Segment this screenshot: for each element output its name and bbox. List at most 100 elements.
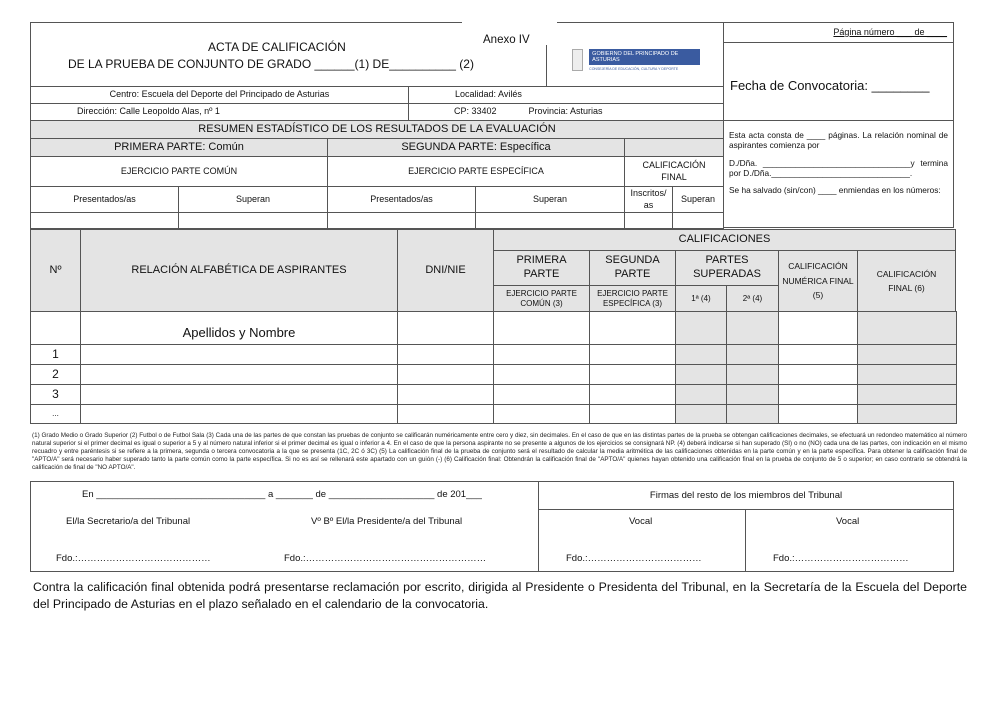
col-no: Nº	[30, 229, 81, 312]
centro: Centro: Escuela del Deporte del Principa…	[30, 86, 409, 104]
table-cell[interactable]	[80, 384, 398, 405]
table-cell[interactable]	[726, 364, 779, 385]
row-number: 1	[30, 344, 81, 365]
summary-superan-2: Superan	[475, 186, 625, 213]
vocal-label-2: Vocal	[836, 516, 860, 527]
table-cell[interactable]	[589, 311, 676, 345]
secretario-label: El/la Secretario/a del Tribunal	[66, 516, 191, 527]
col-segunda: SEGUNDA PARTE	[589, 250, 676, 286]
table-cell[interactable]	[778, 311, 858, 345]
summary-final: CALIFICACIÓN FINAL	[624, 156, 724, 187]
summary-input[interactable]	[327, 212, 476, 229]
summary-input[interactable]	[624, 212, 673, 229]
col-calificaciones: CALIFICACIONES	[493, 229, 956, 251]
title-line1: ACTA DE CALIFICACIÓN	[208, 40, 346, 54]
summary-ex2: EJERCICIO PARTE ESPECÍFICA	[327, 156, 625, 187]
table-cell	[30, 311, 81, 345]
table-cell[interactable]	[675, 404, 727, 424]
fdo-vocal-1: Fdo.:………………………………	[566, 553, 702, 564]
appeal-notice: Contra la calificación final obtenida po…	[33, 580, 967, 611]
vocal-label-1: Vocal	[629, 516, 653, 527]
cp: CP: 33402	[454, 106, 497, 117]
col-p2: 2ª (4)	[726, 285, 779, 312]
title-line2: DE LA PRUEBA DE CONJUNTO DE GRADO ______…	[68, 57, 474, 71]
summary-inscritos: Inscritos/ as	[624, 186, 673, 213]
table-cell[interactable]	[675, 364, 727, 385]
pages-note: Esta acta consta de ____ páginas. La rel…	[729, 130, 948, 151]
place-date: En ________________________________ a __…	[82, 489, 482, 500]
summary-blank	[624, 138, 724, 157]
table-cell[interactable]	[726, 384, 779, 405]
table-cell[interactable]	[589, 344, 676, 365]
table-cell[interactable]	[778, 404, 858, 424]
fdo-vocal-2: Fdo.:………………………………	[773, 553, 909, 564]
table-cell[interactable]	[397, 404, 494, 424]
table-cell[interactable]	[493, 364, 590, 385]
table-cell[interactable]	[857, 404, 957, 424]
table-cell[interactable]	[778, 364, 858, 385]
summary-input[interactable]	[475, 212, 625, 229]
direccion: Dirección: Calle Leopoldo Alas, nº 1	[30, 103, 409, 121]
col-ej-esp: EJERCICIO PARTE ESPECÍFICA (3)	[589, 285, 676, 312]
table-cell[interactable]	[397, 364, 494, 385]
range-note: D./Dña. ________________________________…	[729, 157, 948, 179]
table-cell[interactable]	[80, 344, 398, 365]
table-cell[interactable]	[397, 384, 494, 405]
summary-superan-1: Superan	[178, 186, 328, 213]
cp-provincia: CP: 33402 Provincia: Asturias	[408, 103, 724, 121]
fdo-secretario: Fdo.:……………………………………	[56, 553, 211, 564]
table-cell[interactable]	[80, 404, 398, 424]
table-cell[interactable]	[589, 384, 676, 405]
table-cell[interactable]	[726, 311, 779, 345]
vocal-box-2[interactable]	[745, 509, 954, 572]
summary-input[interactable]	[30, 212, 179, 229]
annex-label: Anexo IV	[483, 34, 530, 46]
summary-presentados-1: Presentados/as	[30, 186, 179, 213]
table-cell[interactable]	[675, 344, 727, 365]
summary-title: RESUMEN ESTADÍSTICO DE LOS RESULTADOS DE…	[30, 120, 724, 139]
table-cell[interactable]	[397, 344, 494, 365]
table-cell[interactable]	[493, 344, 590, 365]
table-cell[interactable]	[675, 384, 727, 405]
notes-box: Esta acta consta de ____ páginas. La rel…	[723, 120, 954, 228]
presidente-label: Vº Bº El/la Presidente/a del Tribunal	[311, 516, 463, 527]
table-cell[interactable]	[778, 344, 858, 365]
provincia: Provincia: Asturias	[528, 106, 603, 117]
summary-input[interactable]	[178, 212, 328, 229]
page-number: Página número ___ de ____	[723, 22, 954, 43]
col-ej-comun: EJERCICIO PARTE COMÚN (3)	[493, 285, 590, 312]
col-name: RELACIÓN ALFABÉTICA DE ASPIRANTES	[80, 229, 398, 312]
summary-ex1: EJERCICIO PARTE COMÚN	[30, 156, 328, 187]
table-cell[interactable]	[857, 344, 957, 365]
table-cell[interactable]	[726, 344, 779, 365]
col-p1: 1ª (4)	[675, 285, 727, 312]
table-cell[interactable]	[726, 404, 779, 424]
summary-superan-final: Superan	[672, 186, 724, 213]
summary-part2: SEGUNDA PARTE: Específica	[327, 138, 625, 157]
table-cell[interactable]	[857, 384, 957, 405]
gobierno-asturias-logo: GOBIERNO DEL PRINCIPADO DE ASTURIAS CONSE…	[572, 48, 700, 72]
apellidos-header: Apellidos y Nombre	[80, 311, 398, 345]
table-cell[interactable]	[397, 311, 494, 345]
table-cell[interactable]	[857, 364, 957, 385]
table-cell[interactable]	[589, 364, 676, 385]
table-cell[interactable]	[857, 311, 957, 345]
table-cell[interactable]	[493, 311, 590, 345]
table-cell[interactable]	[778, 384, 858, 405]
col-dni: DNI/NIE	[397, 229, 494, 312]
col-primera: PRIMERA PARTE	[493, 250, 590, 286]
row-number: ...	[30, 404, 81, 424]
table-cell[interactable]	[675, 311, 727, 345]
table-cell[interactable]	[589, 404, 676, 424]
summary-input[interactable]	[672, 212, 724, 229]
col-final: CALIFICACIÓN FINAL (6)	[857, 250, 956, 312]
summary-part1: PRIMERA PARTE: Común	[30, 138, 328, 157]
summary-presentados-2: Presentados/as	[327, 186, 476, 213]
table-cell[interactable]	[493, 404, 590, 424]
row-number: 3	[30, 384, 81, 405]
amendments-note: Se ha salvado (sin/con) ____ enmiendas e…	[729, 185, 941, 196]
table-cell[interactable]	[493, 384, 590, 405]
convocatoria-date: Fecha de Convocatoria: ________	[723, 42, 954, 121]
fdo-presidente: Fdo.:…………………………………………………	[284, 553, 487, 564]
table-cell[interactable]	[80, 364, 398, 385]
